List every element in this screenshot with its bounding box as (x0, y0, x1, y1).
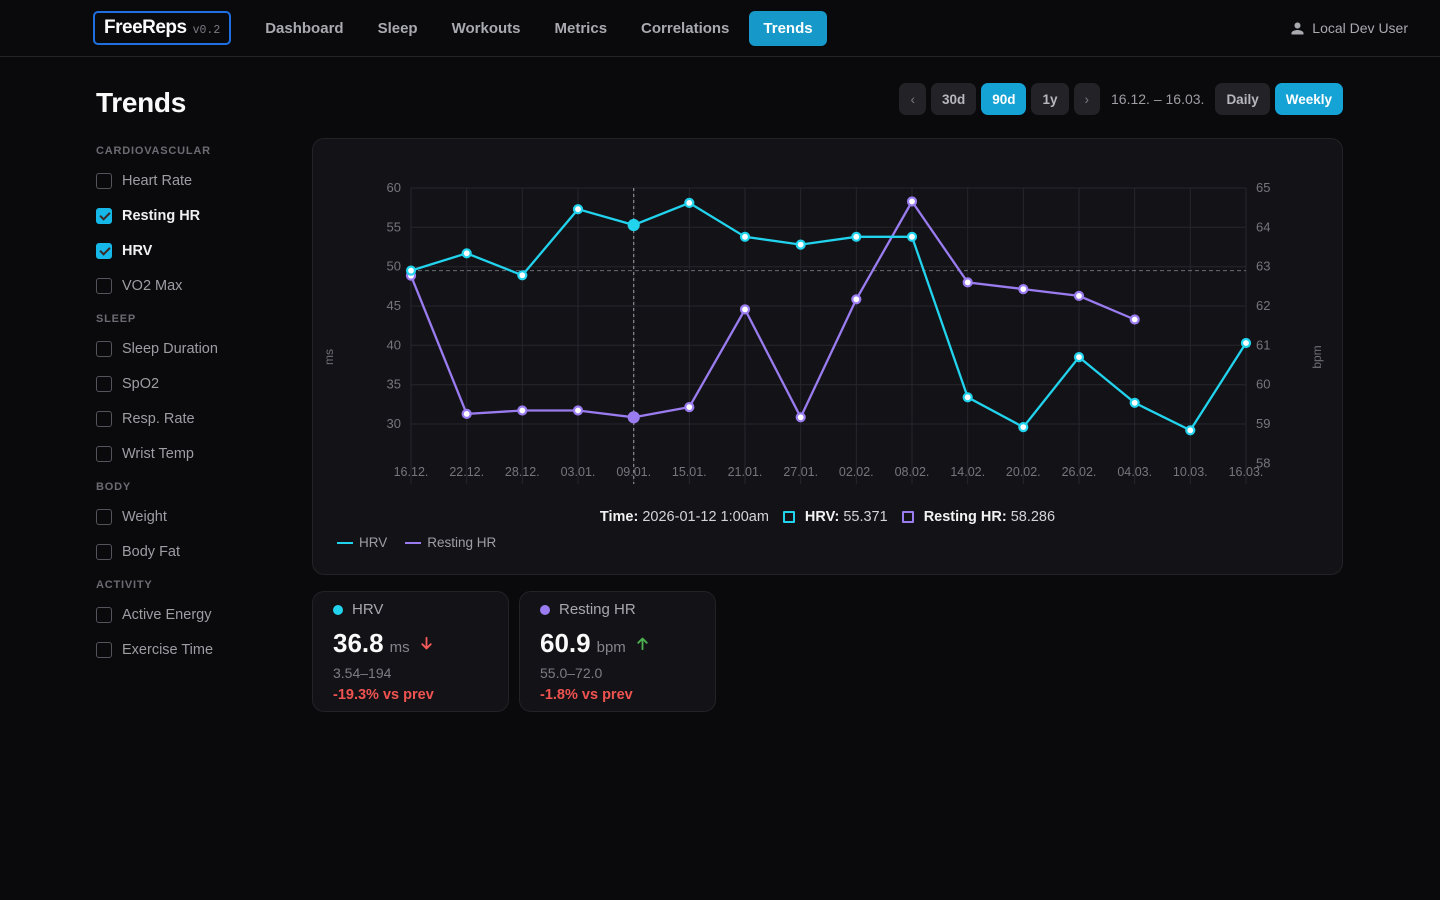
svg-text:16.03.: 16.03. (1229, 465, 1264, 479)
svg-text:02.02.: 02.02. (839, 465, 874, 479)
svg-text:61: 61 (1256, 337, 1270, 352)
svg-text:60: 60 (1256, 377, 1270, 392)
svg-text:64: 64 (1256, 219, 1270, 234)
svg-text:50: 50 (387, 259, 401, 274)
svg-text:26.02.: 26.02. (1062, 465, 1097, 479)
svg-text:09.01.: 09.01. (616, 465, 651, 479)
svg-text:14.02.: 14.02. (950, 465, 985, 479)
svg-text:45: 45 (387, 298, 401, 313)
svg-text:04.03.: 04.03. (1117, 465, 1152, 479)
svg-text:27.01.: 27.01. (783, 465, 818, 479)
svg-text:ms: ms (322, 349, 336, 365)
svg-text:63: 63 (1256, 259, 1270, 274)
svg-text:30: 30 (387, 416, 401, 431)
svg-text:15.01.: 15.01. (672, 465, 707, 479)
svg-text:22.12.: 22.12. (449, 465, 484, 479)
svg-text:35: 35 (387, 377, 401, 392)
svg-text:20.02.: 20.02. (1006, 465, 1041, 479)
svg-text:10.03.: 10.03. (1173, 465, 1208, 479)
svg-text:bpm: bpm (1310, 345, 1324, 368)
svg-text:40: 40 (387, 337, 401, 352)
svg-text:08.02.: 08.02. (895, 465, 930, 479)
svg-text:62: 62 (1256, 298, 1270, 313)
svg-text:55: 55 (387, 219, 401, 234)
svg-text:28.12.: 28.12. (505, 465, 540, 479)
svg-text:16.12.: 16.12. (394, 465, 429, 479)
svg-text:65: 65 (1256, 180, 1270, 195)
svg-text:21.01.: 21.01. (728, 465, 763, 479)
svg-text:60: 60 (387, 180, 401, 195)
svg-text:03.01.: 03.01. (561, 465, 596, 479)
svg-text:59: 59 (1256, 416, 1270, 431)
